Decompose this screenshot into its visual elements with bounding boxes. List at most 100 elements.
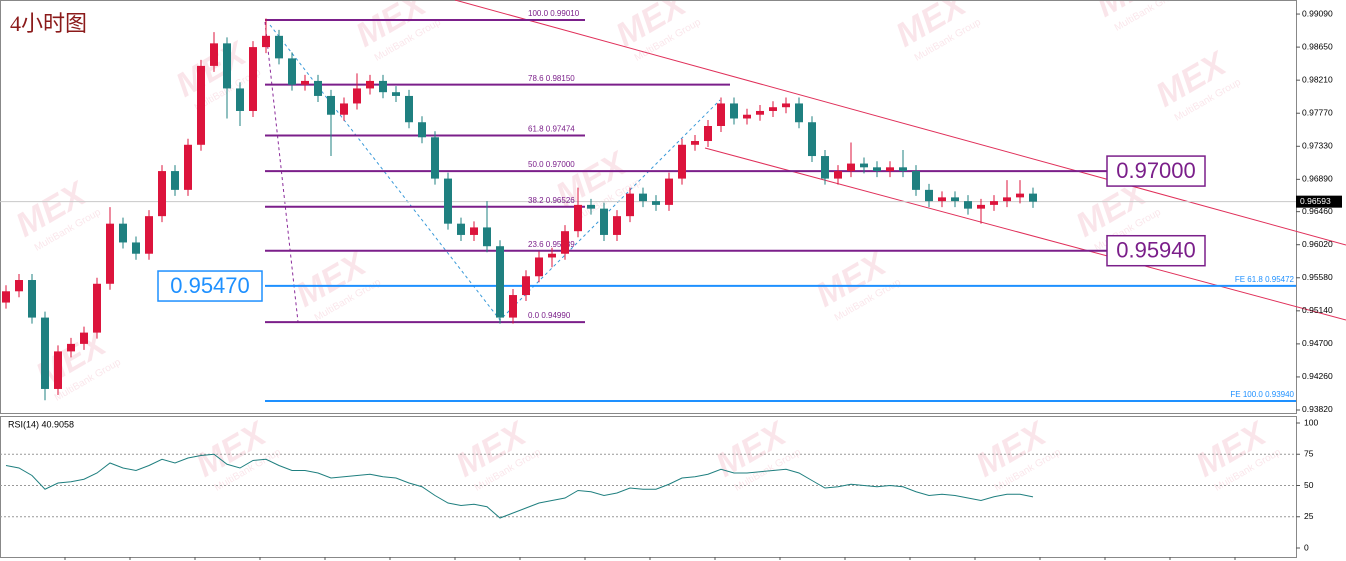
candle-body — [574, 204, 582, 232]
candle-body — [535, 257, 543, 277]
candle-body — [704, 125, 712, 142]
y-tick-label: 0.98210 — [1302, 74, 1333, 84]
candle-body — [561, 231, 569, 254]
candle-body — [327, 95, 335, 115]
candle-body — [184, 144, 192, 190]
candle-body — [730, 103, 738, 119]
candle-body — [483, 227, 491, 247]
last-price-tag — [1296, 195, 1342, 208]
price-label-box — [157, 270, 263, 302]
candle-body — [756, 110, 764, 115]
candle-body — [275, 35, 283, 59]
candle-body — [1003, 197, 1011, 202]
candle-body — [821, 156, 829, 179]
candle-body — [587, 204, 595, 209]
candle-body — [340, 103, 348, 115]
candle-body — [678, 144, 686, 179]
candle-body — [379, 80, 387, 93]
candle-body — [210, 43, 218, 66]
candle-body — [106, 223, 114, 284]
fib-label: 23.6 0.95939 — [528, 240, 575, 249]
fib-label: 100.0 0.99010 — [528, 9, 580, 18]
candle-body — [418, 122, 426, 138]
candle-body — [951, 197, 959, 202]
candle-body — [548, 253, 556, 258]
candle-body — [925, 189, 933, 202]
candle-body — [223, 43, 231, 89]
fib-label: 61.8 0.97474 — [528, 125, 575, 134]
fib-label: 78.6 0.98150 — [528, 74, 575, 83]
candle-body — [613, 216, 621, 235]
candle-body — [808, 122, 816, 157]
candle-body — [847, 163, 855, 172]
candle-body — [522, 276, 530, 296]
candle-body — [431, 137, 439, 179]
price-label: 0.97000 — [1116, 158, 1196, 183]
price-label-box — [1106, 155, 1206, 187]
candle-body — [93, 283, 101, 333]
fib-label: 50.0 0.97000 — [528, 160, 575, 169]
candle-body — [600, 208, 608, 235]
channel-lower — [704, 147, 1346, 321]
candle-body — [249, 47, 257, 111]
candle-body — [652, 201, 660, 205]
fe-label: FE 100.0 0.93940 — [1230, 390, 1294, 399]
candle-body — [834, 171, 842, 179]
candle-body — [1029, 193, 1037, 202]
y-tick-label: 0.98650 — [1302, 41, 1333, 51]
candle-body — [860, 163, 868, 168]
candle-body — [509, 295, 517, 318]
rsi-tick-label: 100 — [1304, 417, 1318, 427]
rsi-tick-label: 75 — [1304, 449, 1314, 459]
y-tick-label: 0.97330 — [1302, 141, 1333, 151]
candle-body — [743, 114, 751, 119]
candle-body — [119, 223, 127, 243]
rsi-tick-label: 0 — [1304, 542, 1309, 552]
candle-body — [353, 88, 361, 104]
candle-body — [1016, 193, 1024, 198]
candle-body — [717, 103, 725, 126]
candle-body — [444, 178, 452, 224]
rsi-line — [5, 453, 1034, 519]
y-tick-label: 0.95140 — [1302, 305, 1333, 315]
candle-body — [405, 95, 413, 123]
fe-label: FE 61.8 0.95472 — [1235, 275, 1295, 284]
y-tick-label: 0.93820 — [1302, 404, 1333, 414]
rsi-label: RSI(14) 40.9058 — [8, 419, 74, 429]
fib-label: 38.2 0.96526 — [528, 196, 575, 205]
y-tick-label: 0.97770 — [1302, 107, 1333, 117]
candle-body — [470, 227, 478, 235]
candle-body — [392, 92, 400, 96]
y-tick-label: 0.96020 — [1302, 239, 1333, 249]
candle-body — [795, 103, 803, 123]
fib-label: 0.0 0.94990 — [528, 311, 571, 320]
y-tick-label: 0.99090 — [1302, 8, 1333, 18]
candle-body — [15, 280, 23, 292]
y-tick-label: 0.95580 — [1302, 272, 1333, 282]
channel-upper — [454, 0, 1346, 246]
candle-body — [80, 332, 88, 344]
candle-body — [938, 197, 946, 202]
candle-body — [769, 107, 777, 111]
candle-body — [236, 88, 244, 111]
candle-body — [2, 291, 10, 303]
candle-body — [366, 80, 374, 89]
candle-body — [28, 280, 36, 318]
candle-body — [782, 103, 790, 108]
candle-body — [314, 80, 322, 96]
candle-body — [262, 35, 270, 48]
y-tick-label: 0.94260 — [1302, 371, 1333, 381]
candle-body — [457, 223, 465, 235]
rsi-tick-label: 50 — [1304, 480, 1314, 490]
candle-body — [639, 193, 647, 202]
candle-body — [301, 80, 309, 85]
y-tick-label: 0.96890 — [1302, 174, 1333, 184]
candle-body — [626, 193, 634, 217]
price-label: 0.95940 — [1116, 238, 1196, 263]
candle-body — [132, 242, 140, 254]
candle-body — [145, 216, 153, 254]
price-label-box — [1106, 234, 1206, 267]
candle-body — [964, 201, 972, 209]
candle-body — [886, 167, 894, 172]
